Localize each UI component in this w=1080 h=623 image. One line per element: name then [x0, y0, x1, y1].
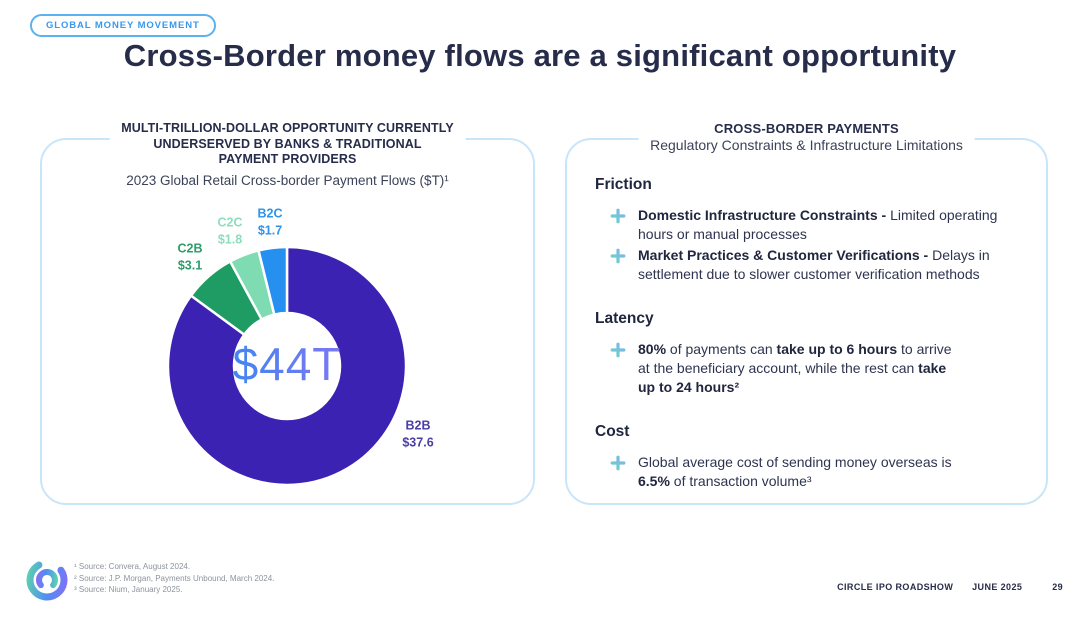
deck-date: JUNE 2025: [972, 582, 1023, 592]
donut-segment-b2c: [257, 245, 289, 316]
segment-name: C2B: [177, 241, 203, 256]
section-cost: Cost Global average cost of sending money…: [595, 423, 1025, 491]
badge-global-money-movement: GLOBAL MONEY MOVEMENT: [30, 14, 216, 37]
bullet-text-bold: 80%: [638, 341, 667, 357]
bullet-text-regular: Limited operating hours or manual proces…: [638, 207, 998, 242]
bullet-text-regular: to arrive at the beneficiary account, wh…: [638, 341, 952, 376]
bullet-text-bold: Domestic Infrastructure Constraints -: [638, 207, 891, 223]
source-note-1: ¹ Source: Convera, August 2024.: [74, 562, 191, 571]
segment-label-b2c: B2C $1.7: [257, 206, 282, 239]
footer-right: CIRCLE IPO ROADSHOW JUNE 2025 29: [837, 582, 1063, 592]
bullet-text-bold: take up to 6 hours: [776, 341, 898, 357]
bullet-text-bold: Market Practices & Customer Verification…: [638, 247, 933, 263]
plus-icon: [610, 342, 626, 363]
section-heading: Cost: [595, 423, 630, 440]
bullet-text: Global average cost of sending money ove…: [638, 453, 1025, 491]
left-panel-heading: MULTI-TRILLION-DOLLAR OPPORTUNITY CURREN…: [109, 121, 466, 168]
bullet-text-regular: Delays in settlement due to slower custo…: [638, 247, 990, 282]
bullet-item: Market Practices & Customer Verification…: [610, 246, 1025, 284]
segment-label-c2b: C2B $3.1: [177, 241, 202, 274]
circle-logo-icon: [26, 559, 68, 601]
circle-logo: [22, 555, 72, 610]
bullet-item: 80% of payments can take up to 6 hours t…: [610, 340, 1025, 397]
right-panel-heading: CROSS-BORDER PAYMENTS Regulatory Constra…: [638, 121, 975, 154]
page-number: 29: [1052, 582, 1063, 592]
segment-name: B2B: [405, 418, 431, 433]
donut-segment-b2b: [166, 245, 408, 487]
section-friction: Friction Domestic Infrastructure Constrai…: [595, 176, 1025, 284]
page-title: Cross-Border money flows are a significa…: [123, 38, 957, 73]
right-panel-sections: Friction Domestic Infrastructure Constrai…: [595, 176, 1025, 517]
plus-icon: [610, 455, 626, 476]
segment-value: $3.1: [177, 258, 203, 272]
segment-value: $37.6: [402, 435, 434, 449]
bullet-text-bold: take up to 24 hours²: [638, 360, 947, 395]
deck-label: CIRCLE IPO ROADSHOW: [837, 582, 954, 592]
bullet-item: Domestic Infrastructure Constraints - Li…: [610, 206, 1025, 244]
bullet-text: Domestic Infrastructure Constraints - Li…: [638, 206, 1025, 244]
right-panel-subtitle: Regulatory Constraints & Infrastructure …: [650, 137, 963, 153]
bullet-text: 80% of payments can take up to 6 hours t…: [638, 340, 1025, 397]
left-panel: MULTI-TRILLION-DOLLAR OPPORTUNITY CURREN…: [40, 121, 535, 505]
left-panel-subtitle: 2023 Global Retail Cross-border Payment …: [126, 173, 449, 188]
source-notes: ¹ Source: Convera, August 2024. ² Source…: [74, 561, 274, 596]
right-panel-title: CROSS-BORDER PAYMENTS: [714, 121, 899, 136]
donut-chart: [166, 245, 408, 487]
plus-icon: [610, 248, 626, 269]
bullet-text-bold: 6.5%: [638, 473, 670, 489]
segment-name: C2C: [217, 215, 243, 230]
plus-icon: [610, 208, 626, 229]
segment-value: $1.7: [257, 223, 283, 237]
bullet-text-regular: Global average cost of sending money ove…: [638, 454, 952, 470]
donut-center-total: $44T: [187, 337, 387, 391]
segment-value: $1.8: [217, 232, 243, 246]
segment-label-b2b: B2B $37.6: [402, 418, 433, 451]
section-latency: Latency 80% of payments can take up to 6 …: [595, 310, 1025, 397]
bullet-text-regular: of payments can: [666, 341, 777, 357]
bullet-item: Global average cost of sending money ove…: [610, 453, 1025, 491]
bullet-text: Market Practices & Customer Verification…: [638, 246, 1025, 284]
source-note-3: ³ Source: Nium, January 2025.: [74, 585, 183, 594]
segment-label-c2c: C2C $1.8: [217, 215, 242, 248]
section-heading: Latency: [595, 310, 654, 327]
segment-name: B2C: [257, 206, 283, 221]
section-heading: Friction: [595, 176, 652, 193]
right-panel: CROSS-BORDER PAYMENTS Regulatory Constra…: [565, 121, 1048, 505]
source-note-2: ² Source: J.P. Morgan, Payments Unbound,…: [74, 573, 275, 583]
bullet-text-regular: of transaction volume³: [669, 473, 812, 489]
